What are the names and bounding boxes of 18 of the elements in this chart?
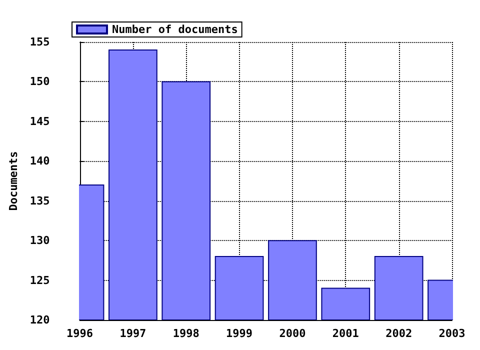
y-tick-label: 145	[30, 114, 50, 128]
y-tick-label: 155	[30, 36, 50, 48]
x-tick-label: 1998	[172, 327, 200, 340]
y-tick-label: 125	[30, 274, 50, 287]
y-tick-label: 120	[30, 314, 50, 326]
y-tick-label: 140	[30, 154, 50, 168]
y-tick-label: 150	[30, 75, 50, 88]
x-tick-label: 2003	[438, 327, 466, 340]
x-tick-label: 2002	[386, 327, 412, 340]
y-tick-label: 130	[30, 234, 50, 248]
x-tick-label: 1996	[66, 327, 94, 340]
y-tick-label: 135	[30, 194, 50, 208]
x-tick-label: 1999	[226, 327, 253, 340]
y-axis-title: Documents	[7, 151, 20, 211]
legend-label: Number of documents	[112, 23, 238, 36]
x-tick-label: 1997	[120, 327, 146, 340]
x-tick-label: 2000	[279, 327, 306, 340]
x-tick-label: 2001	[332, 327, 360, 340]
